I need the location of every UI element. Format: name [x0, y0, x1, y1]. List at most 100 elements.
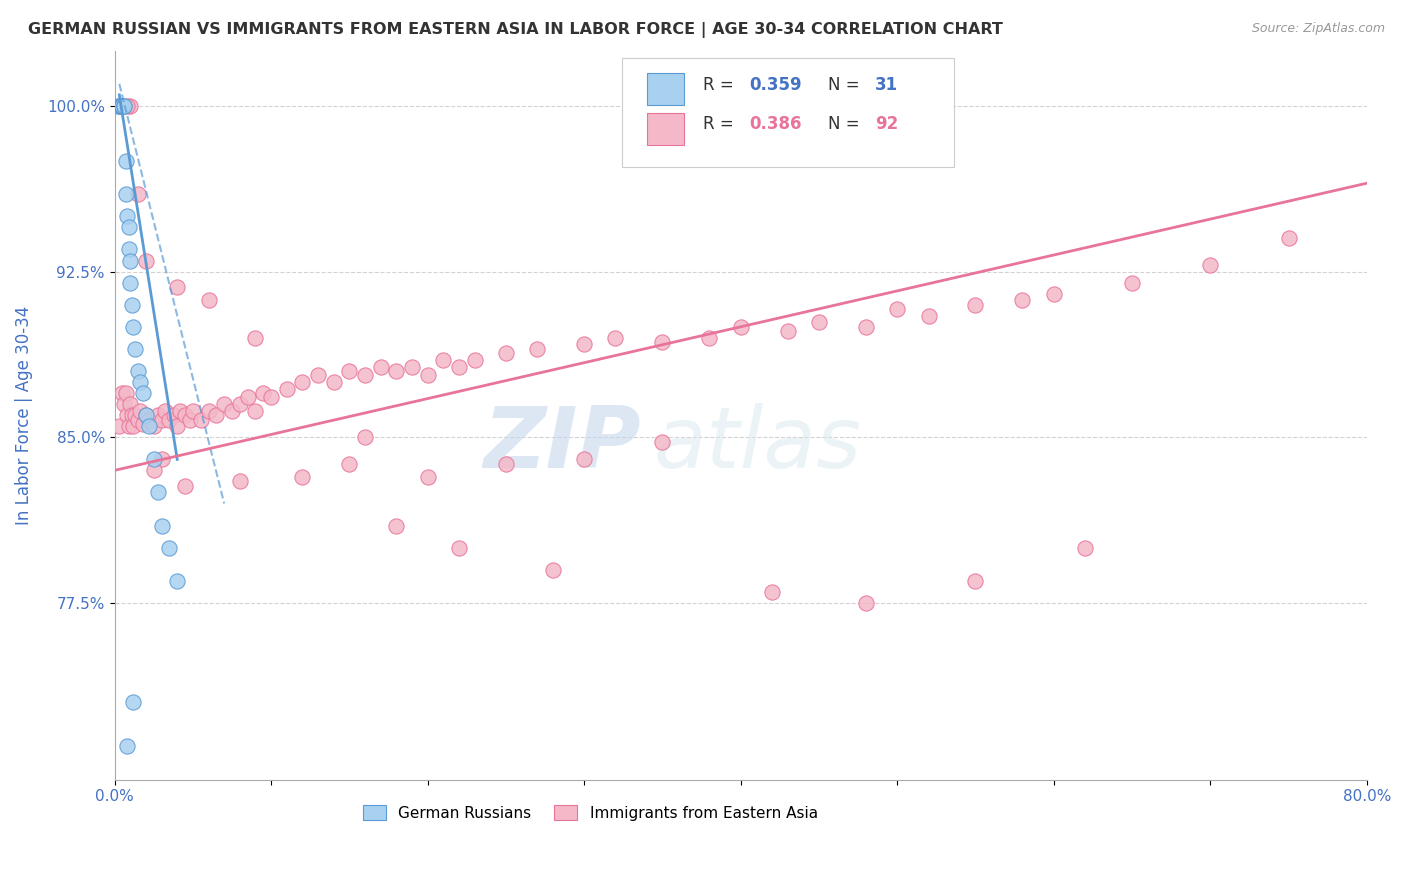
- Point: [385, 364, 408, 378]
- Point: [339, 457, 361, 471]
- Text: Source: ZipAtlas.com: Source: ZipAtlas.com: [1251, 22, 1385, 36]
- Point: [354, 430, 377, 444]
- Point: [1042, 286, 1064, 301]
- Point: [855, 596, 877, 610]
- Point: [112, 397, 135, 411]
- Point: [121, 408, 143, 422]
- Point: [229, 475, 252, 489]
- Point: [124, 408, 146, 422]
- Point: [174, 479, 197, 493]
- Point: [260, 391, 283, 405]
- Text: R =: R =: [703, 115, 740, 133]
- Point: [135, 253, 157, 268]
- Point: [179, 412, 201, 426]
- Point: [150, 452, 173, 467]
- Text: GERMAN RUSSIAN VS IMMIGRANTS FROM EASTERN ASIA IN LABOR FORCE | AGE 30-34 CORREL: GERMAN RUSSIAN VS IMMIGRANTS FROM EASTER…: [28, 22, 1002, 38]
- Point: [190, 412, 212, 426]
- Point: [572, 452, 595, 467]
- Point: [163, 408, 186, 422]
- Point: [1121, 276, 1143, 290]
- Point: [120, 276, 142, 290]
- Point: [432, 352, 454, 367]
- Text: 0.359: 0.359: [749, 76, 801, 95]
- Text: N =: N =: [828, 76, 865, 95]
- Point: [385, 518, 408, 533]
- Point: [135, 408, 157, 422]
- Text: 0.386: 0.386: [749, 115, 801, 133]
- Point: [135, 408, 157, 422]
- Point: [128, 403, 150, 417]
- Point: [120, 397, 142, 411]
- Point: [917, 309, 939, 323]
- Point: [401, 359, 423, 374]
- Text: 92: 92: [875, 115, 898, 133]
- Y-axis label: In Labor Force | Age 30-34: In Labor Force | Age 30-34: [15, 306, 32, 524]
- Point: [127, 364, 149, 378]
- Point: [127, 412, 149, 426]
- Point: [166, 280, 188, 294]
- Point: [128, 375, 150, 389]
- Point: [1011, 293, 1033, 308]
- Point: [111, 99, 134, 113]
- Point: [132, 386, 155, 401]
- Point: [307, 368, 329, 383]
- Point: [245, 403, 267, 417]
- Point: [252, 386, 274, 401]
- Point: [221, 403, 243, 417]
- Point: [169, 403, 191, 417]
- Point: [114, 386, 136, 401]
- Point: [761, 585, 783, 599]
- Point: [229, 397, 252, 411]
- Point: [730, 319, 752, 334]
- Text: 31: 31: [875, 76, 898, 95]
- Point: [776, 324, 799, 338]
- Point: [118, 419, 141, 434]
- Point: [111, 99, 134, 113]
- Point: [110, 99, 132, 113]
- Point: [114, 154, 136, 169]
- Text: ZIP: ZIP: [482, 403, 641, 486]
- Point: [1277, 231, 1299, 245]
- Point: [142, 463, 165, 477]
- Point: [127, 187, 149, 202]
- Point: [120, 253, 142, 268]
- Point: [181, 403, 204, 417]
- Point: [447, 359, 470, 374]
- Point: [965, 298, 987, 312]
- Point: [1074, 541, 1097, 555]
- Point: [108, 99, 131, 113]
- Point: [526, 342, 548, 356]
- Point: [138, 419, 160, 434]
- Point: [166, 419, 188, 434]
- Point: [605, 331, 627, 345]
- Point: [118, 243, 141, 257]
- FancyBboxPatch shape: [647, 72, 685, 105]
- Point: [157, 412, 180, 426]
- Point: [153, 403, 176, 417]
- Point: [124, 342, 146, 356]
- Point: [112, 99, 135, 113]
- Point: [112, 99, 135, 113]
- Point: [651, 434, 673, 449]
- Point: [807, 315, 830, 329]
- Point: [205, 408, 228, 422]
- Point: [651, 335, 673, 350]
- Point: [111, 99, 134, 113]
- Point: [245, 331, 267, 345]
- Point: [416, 368, 439, 383]
- Point: [212, 397, 235, 411]
- Point: [855, 319, 877, 334]
- Point: [122, 419, 145, 434]
- Point: [150, 518, 173, 533]
- Point: [166, 574, 188, 588]
- Point: [236, 391, 259, 405]
- Point: [464, 352, 486, 367]
- FancyBboxPatch shape: [647, 112, 685, 145]
- Point: [142, 419, 165, 434]
- Point: [148, 408, 170, 422]
- Point: [110, 99, 132, 113]
- Point: [115, 210, 138, 224]
- Point: [148, 485, 170, 500]
- FancyBboxPatch shape: [621, 58, 953, 168]
- Point: [447, 541, 470, 555]
